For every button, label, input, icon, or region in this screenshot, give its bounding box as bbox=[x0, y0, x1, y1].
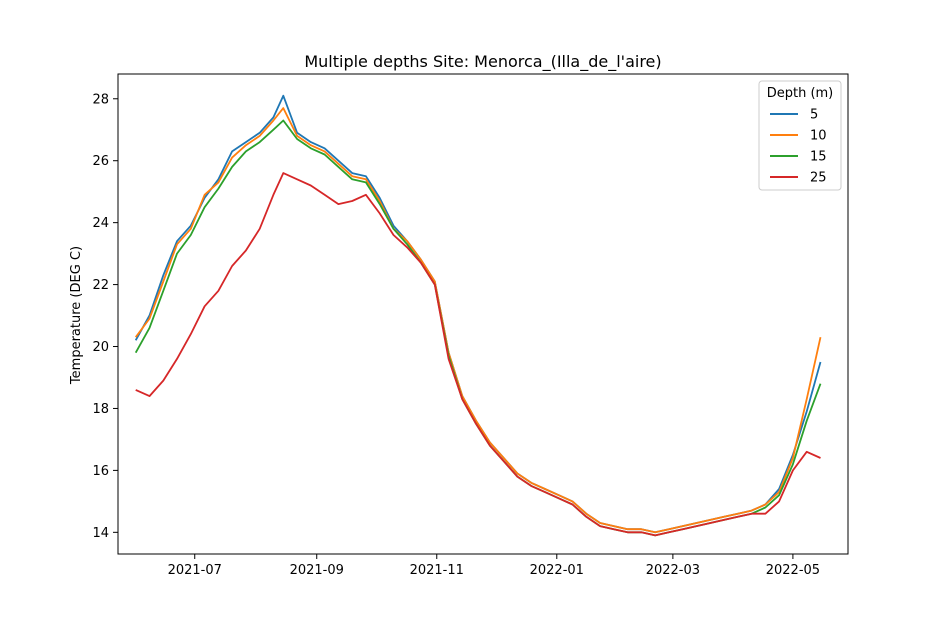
series-line-5 bbox=[134, 94, 822, 534]
legend-title: Depth (m) bbox=[767, 86, 834, 101]
legend-box bbox=[758, 80, 842, 191]
x-tick-label: 2021-07 bbox=[168, 563, 222, 578]
y-tick-label: 18 bbox=[92, 402, 109, 417]
y-tick-label: 28 bbox=[92, 92, 109, 107]
x-tick-label: 2022-05 bbox=[766, 563, 820, 578]
y-tick-label: 22 bbox=[92, 278, 109, 293]
y-tick-label: 14 bbox=[92, 526, 109, 541]
y-axis-label: Temperature (DEG C) bbox=[69, 246, 84, 385]
y-axis-ticks: 14 16 18 20 22 24 26 28 bbox=[92, 92, 118, 541]
x-tick-label: 2021-11 bbox=[410, 563, 464, 578]
series-layer bbox=[134, 94, 822, 537]
series-line-10 bbox=[134, 107, 822, 534]
x-axis-ticks: 2021-07 2021-09 2021-11 2022-01 2022-03 2022-… bbox=[168, 554, 820, 578]
x-tick-label: 2022-03 bbox=[646, 563, 700, 578]
x-tick-label: 2021-09 bbox=[290, 563, 344, 578]
legend-label-10: 10 bbox=[810, 129, 827, 144]
legend: Depth (m) 5 10 15 25 bbox=[758, 80, 842, 191]
legend-label-5: 5 bbox=[810, 108, 818, 123]
series-line-15 bbox=[134, 119, 822, 537]
x-tick-label: 2022-01 bbox=[530, 563, 584, 578]
y-tick-label: 20 bbox=[92, 340, 109, 355]
legend-label-25: 25 bbox=[810, 171, 827, 186]
chart-title: Multiple depths Site: Menorca_(Illa_de_l… bbox=[304, 52, 661, 72]
series-line-25 bbox=[135, 172, 821, 537]
plot-frame bbox=[117, 73, 849, 555]
y-tick-label: 16 bbox=[92, 464, 109, 479]
legend-label-15: 15 bbox=[810, 150, 827, 165]
y-tick-label: 24 bbox=[92, 216, 109, 231]
y-tick-label: 26 bbox=[92, 154, 109, 169]
